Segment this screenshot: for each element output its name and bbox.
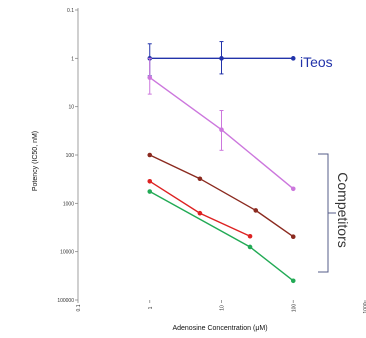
x-tick-label: 100	[291, 304, 297, 313]
data-point	[219, 127, 224, 133]
series-layer	[147, 41, 296, 284]
y-tick-label: 10	[68, 105, 74, 111]
data-point	[290, 56, 296, 61]
x-tick-label: 1000	[363, 302, 366, 313]
y-tick-label: 10000	[60, 250, 74, 256]
data-point	[219, 56, 224, 61]
data-point	[290, 234, 296, 239]
data-point	[253, 208, 259, 213]
x-axis-title: Adenosine Concentration (μM)	[172, 325, 267, 332]
data-point	[197, 210, 203, 216]
competitors-bracket	[318, 153, 336, 273]
x-tick-label: 1	[148, 306, 154, 309]
competitors-label: Competitors	[335, 172, 351, 247]
y-tick-label: 100000	[57, 298, 74, 304]
y-axis-title: Potency (IC50, nM)	[32, 131, 39, 191]
data-point	[247, 244, 253, 250]
data-point	[147, 75, 153, 80]
iteos-label: iTeos	[300, 54, 333, 70]
data-point	[147, 178, 153, 184]
y-tick-label: 1000	[63, 201, 74, 207]
y-tick-label: 1	[71, 56, 74, 62]
data-point	[147, 152, 153, 158]
data-point	[290, 186, 296, 192]
x-tick-label: 10	[220, 305, 226, 311]
data-point	[147, 189, 153, 194]
data-point	[290, 278, 296, 284]
x-tick-label: 0.1	[76, 304, 82, 311]
series-line	[149, 154, 294, 238]
y-tick-label: 100	[66, 153, 75, 159]
annotation-layer: iTeos Competitors	[300, 54, 351, 273]
data-point	[247, 233, 253, 239]
y-tick-label: 0.1	[67, 8, 74, 14]
data-point	[197, 176, 203, 182]
